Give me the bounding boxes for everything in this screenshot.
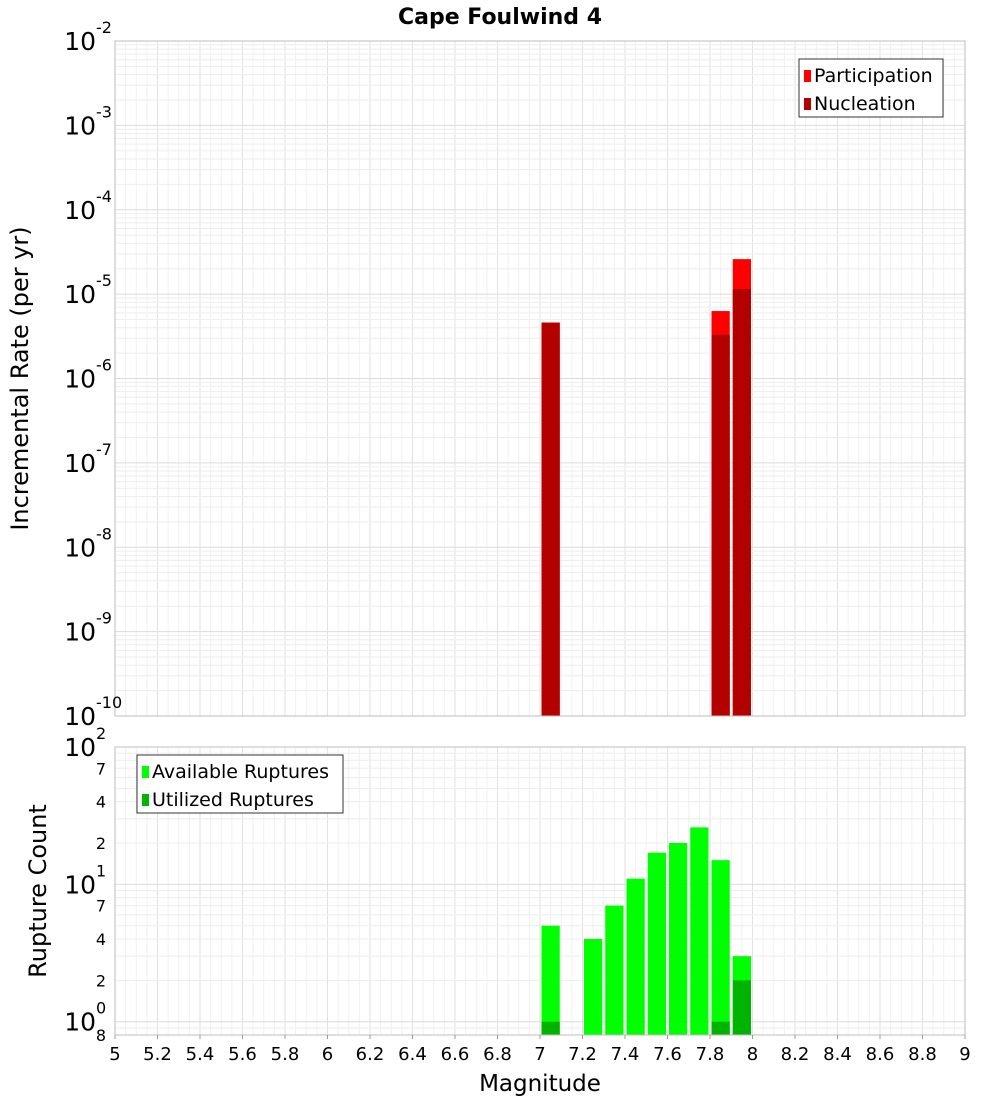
x-tick-label: 8.4 <box>823 1044 852 1065</box>
count-bar-available-ruptures <box>541 925 560 1035</box>
x-axis-label: Magnitude <box>479 1071 601 1097</box>
x-tick-label: 6 <box>322 1044 333 1065</box>
rate-ytick-exp: -5 <box>96 271 112 290</box>
x-tick-label: 8 <box>747 1044 758 1065</box>
rate-ytick-label: 10 <box>64 27 96 56</box>
count-bar-utilized-ruptures <box>711 1021 730 1035</box>
count-ytick-minor: 4 <box>96 930 106 949</box>
rate-ytick-label: 10 <box>64 618 96 647</box>
count-ytick-minor: 4 <box>96 793 106 812</box>
rate-ytick-label: 10 <box>64 196 96 225</box>
rate-ytick-label: 10 <box>64 365 96 394</box>
count-bar-available-ruptures <box>605 905 624 1035</box>
rate-ytick-exp: -4 <box>96 187 112 206</box>
rate-ytick-base: 10 <box>64 702 96 731</box>
x-tick-label: 6.2 <box>356 1044 385 1065</box>
count-ytick-minor: 2 <box>96 834 106 853</box>
rate-frame <box>114 40 966 717</box>
x-tick-label: 8.6 <box>866 1044 895 1065</box>
x-tick-label: 6.4 <box>398 1044 427 1065</box>
rate-y-axis-label: Incremental Rate (per yr) <box>6 226 34 530</box>
x-tick-label: 7.8 <box>696 1044 725 1065</box>
x-tick-label: 5 <box>109 1044 120 1065</box>
x-tick-label: 5.2 <box>143 1044 172 1065</box>
count-y-axis-label: Rupture Count <box>24 804 52 978</box>
rate-bar-nucleation <box>711 334 730 716</box>
x-tick-label: 8.2 <box>781 1044 810 1065</box>
count-bar-available-ruptures <box>647 852 666 1035</box>
x-tick-label: 7 <box>534 1044 545 1065</box>
rate-ytick-label: 10 <box>64 533 96 562</box>
rate-ytick-label: 10 <box>64 280 96 309</box>
count-legend-label: Utilized Ruptures <box>152 789 314 811</box>
rate-ytick-base: 10 <box>64 111 96 140</box>
count-ytick-minor: 8 <box>96 1026 106 1045</box>
rate-legend-label: Participation <box>814 65 933 87</box>
count-ytick-exp: 1 <box>96 861 106 880</box>
count-ytick-base: 10 <box>64 733 96 762</box>
count-ytick-minor: 2 <box>96 971 106 990</box>
rate-ytick-base: 10 <box>64 27 96 56</box>
rate-ytick-label: 10 <box>64 702 96 731</box>
x-tick-label: 6.6 <box>441 1044 470 1065</box>
count-ytick-exp: 2 <box>96 724 106 743</box>
count-bar-available-ruptures <box>584 939 603 1035</box>
rate-ytick-base: 10 <box>64 449 96 478</box>
rate-ytick-exp: -10 <box>96 693 122 712</box>
count-legend-label: Available Ruptures <box>152 761 329 783</box>
rate-legend-swatch <box>804 70 811 82</box>
rate-ytick-base: 10 <box>64 280 96 309</box>
rate-legend-box <box>798 58 944 118</box>
count-ytick-label: 10 <box>64 733 96 762</box>
x-tick-label: 5.6 <box>228 1044 257 1065</box>
count-legend-swatch <box>142 766 149 778</box>
count-ytick-label: 10 <box>64 870 96 899</box>
rate-ytick-exp: -7 <box>96 440 112 459</box>
rate-ytick-exp: -9 <box>96 609 112 628</box>
rate-ytick-label: 10 <box>64 449 96 478</box>
count-bar-available-ruptures <box>669 843 688 1035</box>
count-ytick-base: 10 <box>64 870 96 899</box>
count-ytick-minor: 7 <box>96 759 106 778</box>
x-tick-label: 7.6 <box>653 1044 682 1065</box>
count-bar-utilized-ruptures <box>541 1021 560 1035</box>
count-bar-available-ruptures <box>626 878 645 1035</box>
count-ytick-base: 10 <box>64 1008 96 1037</box>
rate-ytick-exp: -6 <box>96 356 112 375</box>
count-legend-box <box>136 754 344 814</box>
x-tick-label: 6.8 <box>483 1044 512 1065</box>
rate-legend-swatch <box>804 98 811 110</box>
count-ytick-exp: 0 <box>96 999 106 1018</box>
x-tick-label: 7.2 <box>568 1044 597 1065</box>
rate-ytick-exp: -2 <box>96 18 112 37</box>
rate-plot: ParticipationNucleation10-1010-910-810-7… <box>6 5 966 731</box>
rate-ytick-base: 10 <box>64 618 96 647</box>
rate-bar-nucleation <box>732 289 751 716</box>
count-bar-available-ruptures <box>711 860 730 1035</box>
rate-ytick-label: 10 <box>64 111 96 140</box>
x-tick-label: 7.4 <box>611 1044 640 1065</box>
rate-bar-nucleation <box>541 322 560 716</box>
count-bar-available-ruptures <box>690 827 709 1035</box>
rate-ytick-exp: -8 <box>96 524 112 543</box>
x-tick-label: 5.4 <box>186 1044 215 1065</box>
count-ytick-minor: 7 <box>96 897 106 916</box>
count-bar-utilized-ruptures <box>732 980 751 1035</box>
x-tick-label: 9 <box>959 1044 970 1065</box>
rate-ytick-exp: -3 <box>96 102 112 121</box>
count-legend-swatch <box>142 794 149 806</box>
chart-title: Cape Foulwind 4 <box>398 5 602 30</box>
rate-ytick-base: 10 <box>64 533 96 562</box>
count-ytick-label: 10 <box>64 1008 96 1037</box>
x-tick-label: 8.8 <box>908 1044 937 1065</box>
rate-ytick-base: 10 <box>64 365 96 394</box>
rate-legend-label: Nucleation <box>814 93 916 115</box>
rate-ytick-base: 10 <box>64 196 96 225</box>
x-tick-label: 5.8 <box>271 1044 300 1065</box>
